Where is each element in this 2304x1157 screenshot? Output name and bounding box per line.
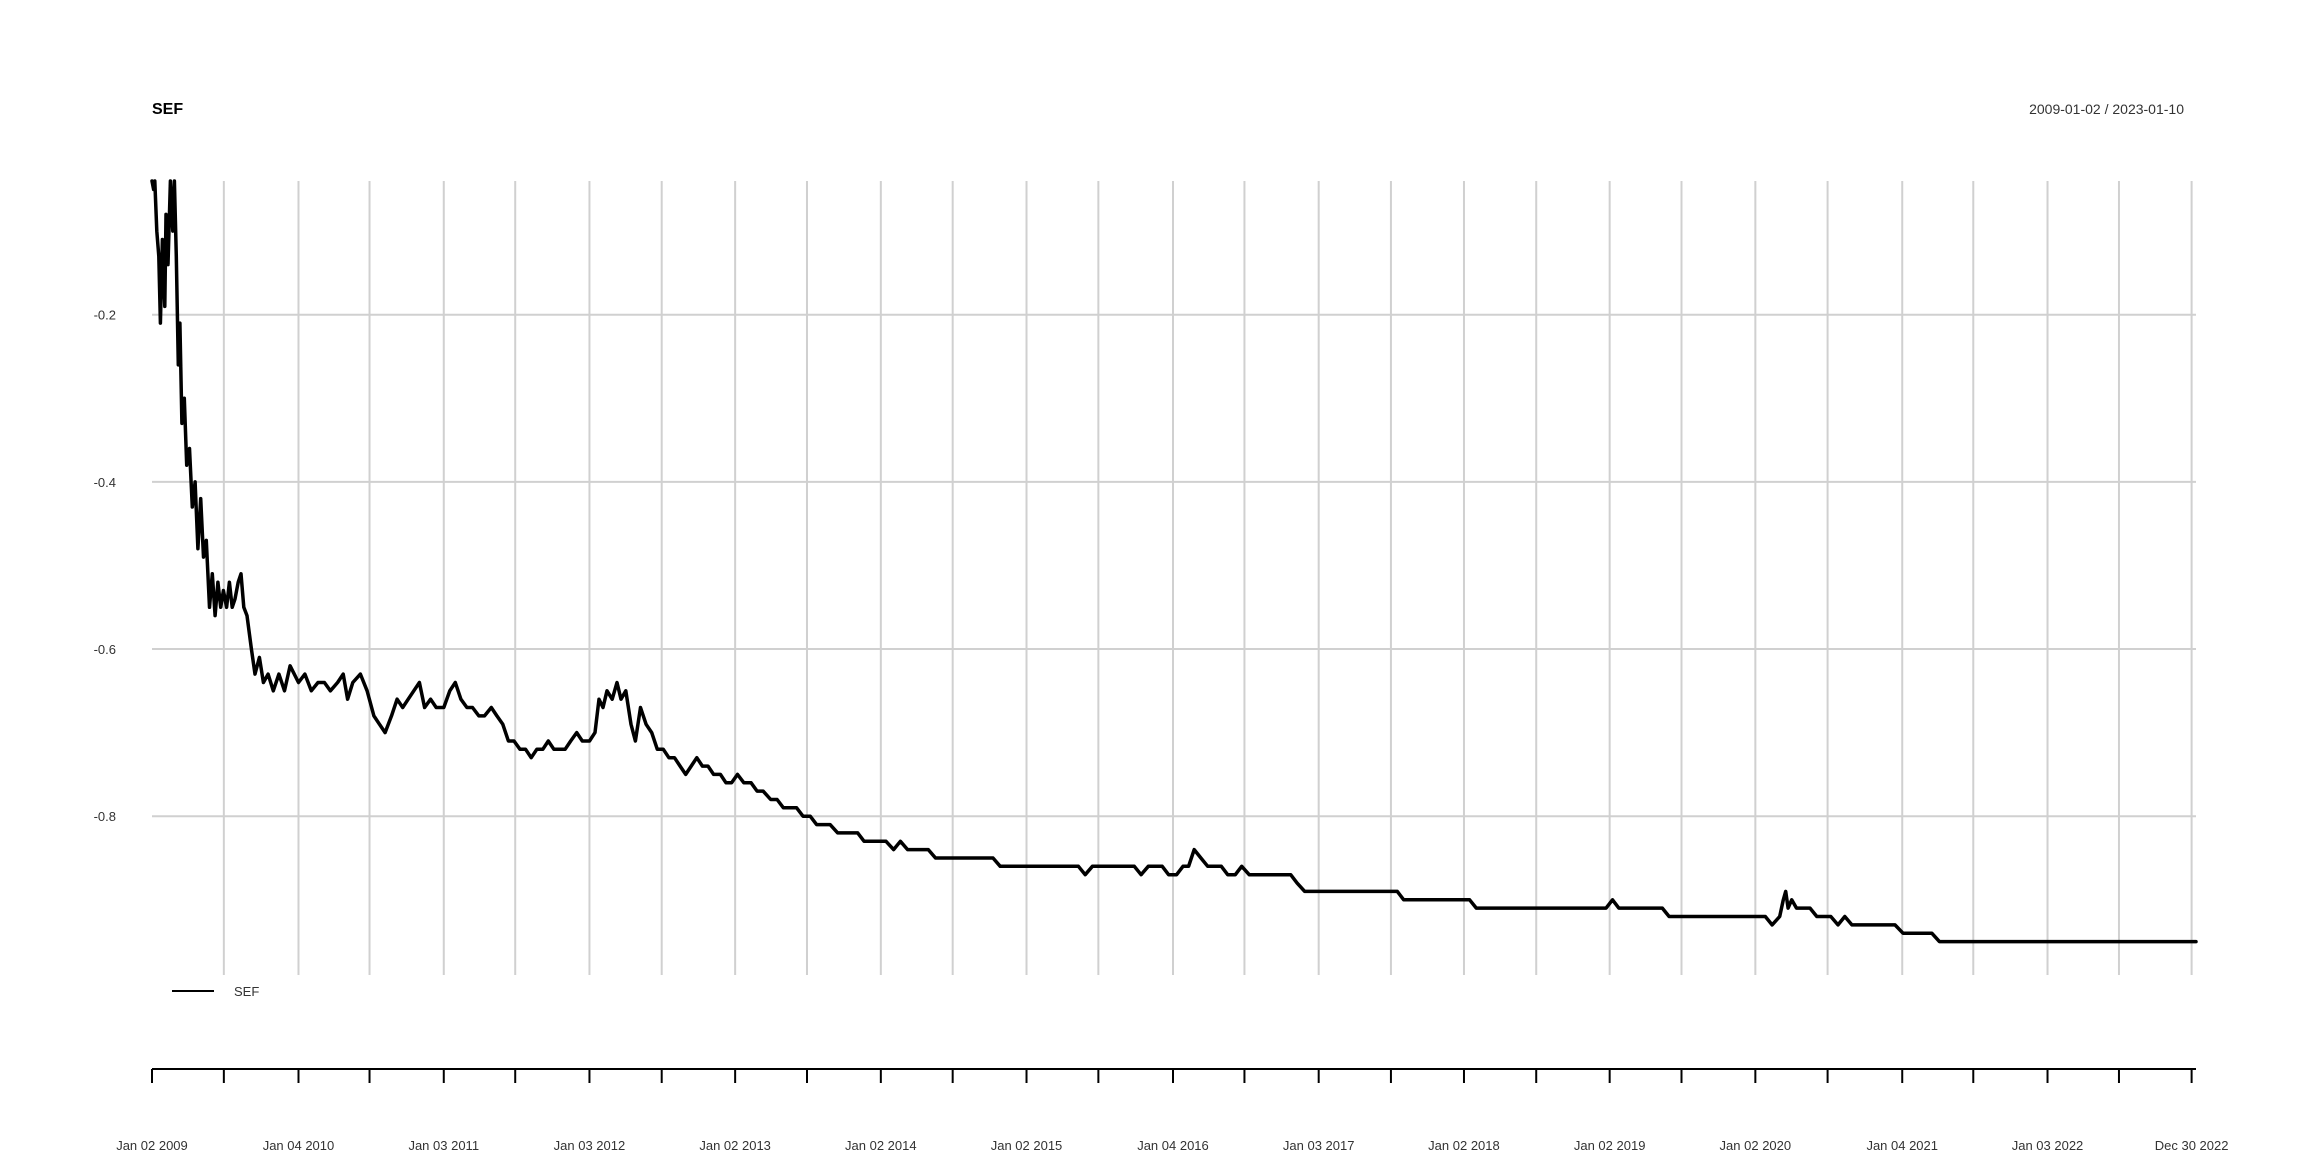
chart-title: SEF [152,101,183,118]
y-tick-label: -0.6 [94,642,116,657]
legend-label: SEF [234,984,259,999]
x-tick-label: Jan 02 2015 [991,1138,1063,1152]
x-tick-label: Jan 02 2013 [699,1138,771,1152]
x-axis: Jan 02 2009 Jan 04 2010 Jan 03 2011 Jan 03 … [116,1068,2229,1153]
x-tick-label: Jan 03 2012 [554,1138,626,1152]
x-tick-label: Jan 04 2010 [263,1138,335,1152]
y-tick-label: -0.2 [94,308,116,323]
x-tick-label: Dec 30 2022 [2155,1138,2229,1152]
x-tick-label: Jan 02 2014 [845,1138,917,1152]
legend: SEF [172,984,259,999]
x-tick-label: Jan 02 2009 [116,1138,188,1152]
grid-layer: -0.2 -0.4 -0.6 -0.8 [94,181,2196,975]
x-tick-label: Jan 03 2011 [408,1138,479,1152]
y-tick-label: -0.4 [94,475,116,490]
x-tick-label: Jan 03 2017 [1283,1138,1355,1152]
x-tick-label: Jan 02 2018 [1428,1138,1500,1152]
series-layer [150,179,2198,944]
x-tick-label: Jan 02 2019 [1574,1138,1646,1152]
x-tick-label: Jan 03 2022 [2012,1138,2084,1152]
x-tick-label: Jan 02 2020 [1720,1138,1792,1152]
chart-date-range: 2009-01-02 / 2023-01-10 [2029,101,2184,117]
x-tick-label: Jan 04 2016 [1137,1138,1209,1152]
x-tick-label: Jan 04 2021 [1866,1138,1938,1152]
y-tick-label: -0.8 [94,809,116,824]
series-line [150,179,2198,944]
